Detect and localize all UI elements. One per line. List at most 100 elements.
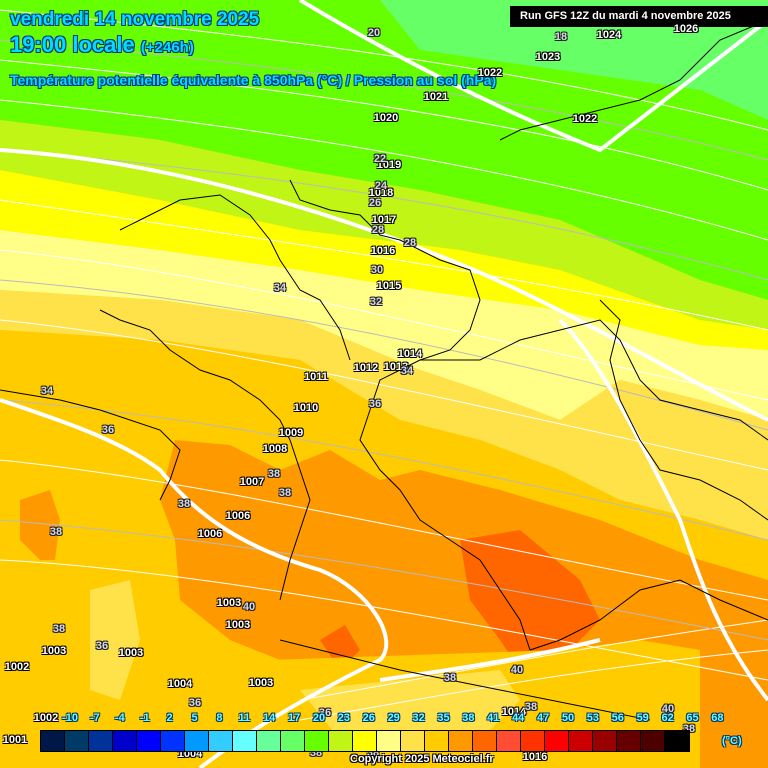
colorbar-tick: -1 (139, 712, 150, 724)
temperature-label: 38 (177, 498, 191, 510)
pressure-label: 1001 (2, 734, 28, 746)
pressure-label: 1003 (216, 597, 242, 609)
colorbar-tick: 62 (661, 712, 674, 724)
pressure-label: 1002 (4, 661, 30, 673)
pressure-label: 1022 (477, 67, 503, 79)
temperature-label: 20 (367, 27, 381, 39)
colorbar-swatch (113, 731, 137, 751)
colorbar-swatch (209, 731, 233, 751)
colorbar-tick: 47 (536, 712, 550, 724)
temperature-label: 22 (373, 153, 387, 165)
colorbar-swatch (569, 731, 593, 751)
temperature-label: 36 (188, 697, 202, 709)
pressure-label: 1008 (262, 443, 288, 455)
colorbar-tick: 68 (711, 712, 724, 724)
pressure-label: 1013 (383, 361, 409, 373)
pressure-label: 1006 (197, 528, 223, 540)
pressure-label: 1023 (535, 51, 561, 63)
colorbar-tick: 11 (238, 712, 251, 724)
colorbar-swatch (353, 731, 377, 751)
colorbar-tick: -10 (62, 712, 78, 724)
colorbar-tick: 59 (636, 712, 649, 724)
colorbar-swatch (545, 731, 569, 751)
pressure-label: 1026 (673, 23, 699, 35)
run-info: Run GFS 12Z du mardi 4 novembre 2025 (510, 6, 768, 27)
temperature-label: 38 (524, 701, 538, 713)
colorbar-swatch (497, 731, 521, 751)
colorbar-tick: 32 (412, 712, 425, 724)
pressure-label: 1010 (293, 402, 319, 414)
pressure-label: 1003 (248, 677, 274, 689)
copyright: Copyright 2025 Meteociel.fr (350, 753, 494, 765)
colorbar-tick: 17 (287, 712, 301, 724)
temperature-label: 28 (371, 224, 385, 236)
pressure-label: 1015 (376, 280, 402, 292)
colorbar-swatch (641, 731, 665, 751)
colorbar-tick: 20 (312, 712, 326, 724)
colorbar-tick: 14 (263, 712, 276, 724)
colorbar-tick: 26 (362, 712, 375, 724)
pressure-label: 1006 (225, 510, 251, 522)
pressure-label: 1021 (423, 91, 449, 103)
pressure-label: 1020 (373, 112, 399, 124)
temperature-label: 38 (267, 468, 281, 480)
pressure-label: 1014 (397, 348, 423, 360)
pressure-label: 1016 (522, 751, 548, 763)
colorbar-tick: -7 (90, 712, 100, 724)
colorbar-swatch (449, 731, 473, 751)
colorbar-tick: 44 (512, 712, 525, 724)
pressure-label: 1003 (41, 645, 67, 657)
pressure-label: 1004 (167, 678, 193, 690)
temperature-label: 36 (101, 424, 115, 436)
colorbar-swatch (281, 731, 305, 751)
temperature-label: 28 (403, 237, 417, 249)
temperature-label: 34 (400, 365, 414, 377)
pressure-label: 1007 (239, 476, 265, 488)
pressure-label: 1022 (572, 113, 598, 125)
colorbar-swatch (185, 731, 209, 751)
colorbar-swatch (41, 731, 65, 751)
temperature-label: 38 (49, 526, 63, 538)
colorbar-swatch (329, 731, 353, 751)
colorbar-tick: 5 (191, 712, 198, 724)
pressure-label: 1019 (376, 159, 402, 171)
pressure-label: 1016 (370, 245, 396, 257)
colorbar (40, 730, 690, 752)
colorbar-swatch (233, 731, 257, 751)
temperature-label: 36 (368, 398, 382, 410)
colorbar-swatch (65, 731, 89, 751)
colorbar-tick: 65 (686, 712, 699, 724)
colorbar-tick: 8 (216, 712, 223, 724)
pressure-label: 1002 (33, 712, 59, 724)
colorbar-swatch (425, 731, 449, 751)
colorbar-swatch (377, 731, 401, 751)
temperature-label: 24 (374, 180, 388, 192)
forecast-time: 19:00 locale (+246h) (10, 32, 194, 58)
pressure-label: 1014 (501, 706, 527, 718)
colorbar-swatch (161, 731, 185, 751)
colorbar-swatch (593, 731, 617, 751)
temperature-label: 40 (242, 601, 256, 613)
colorbar-swatch (89, 731, 113, 751)
temperature-label: 34 (273, 282, 287, 294)
temperature-label: 26 (368, 197, 382, 209)
colorbar-tick: 2 (166, 712, 173, 724)
temperature-label: 38 (443, 672, 457, 684)
pressure-label: 1003 (225, 619, 251, 631)
pressure-label: 1011 (304, 371, 328, 383)
temperature-label: 38 (52, 623, 66, 635)
pressure-label: 1009 (278, 427, 304, 439)
colorbar-tick: -4 (114, 712, 125, 724)
parameter-title: Température potentielle équivalente à 85… (10, 72, 497, 88)
temperature-label: 36 (95, 640, 109, 652)
colorbar-tick: 50 (561, 712, 575, 724)
colorbar-swatch (521, 731, 545, 751)
pressure-label: 1017 (371, 214, 397, 226)
temperature-label: 30 (370, 264, 384, 276)
colorbar-tick: 29 (387, 712, 400, 724)
colorbar-swatch (473, 731, 497, 751)
colorbar-swatch (257, 731, 281, 751)
